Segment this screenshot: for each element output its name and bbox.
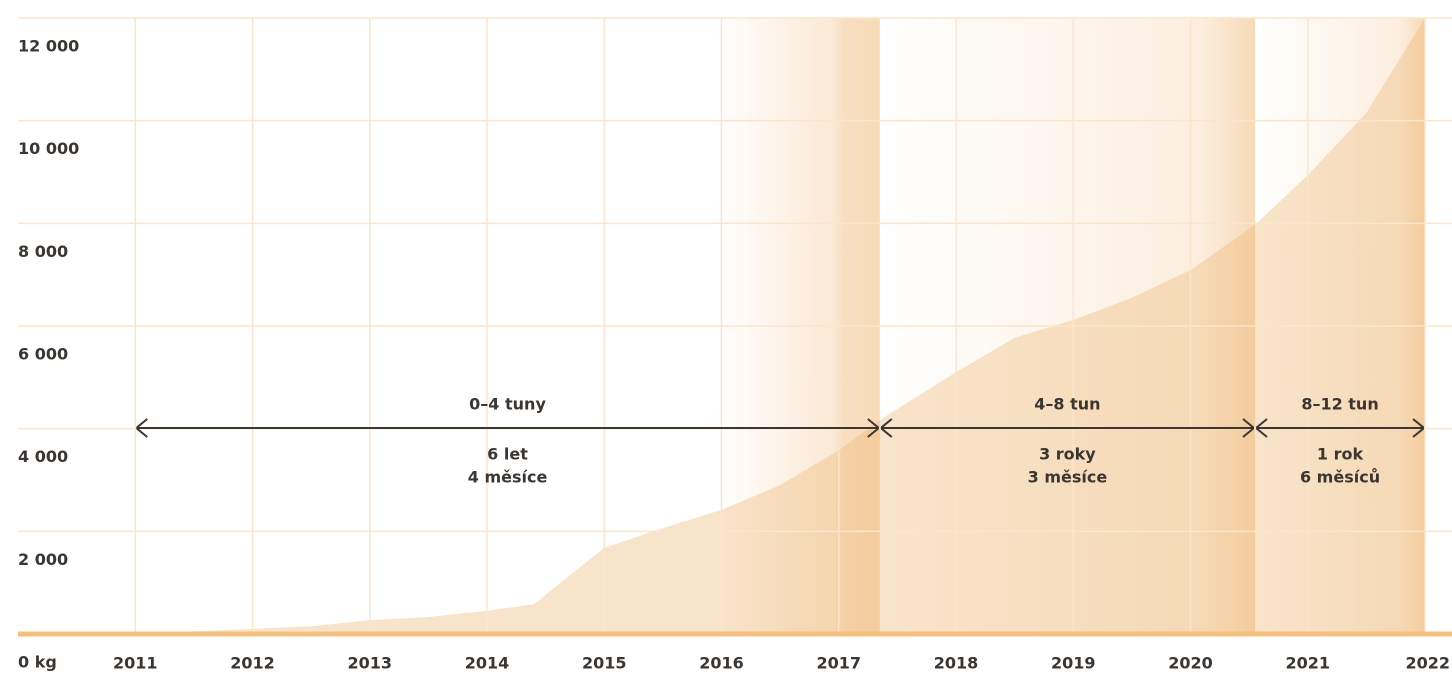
x-tick-label: 2012	[230, 654, 275, 673]
y-tick-label: 8 000	[18, 242, 68, 261]
period-duration: 6 let	[487, 445, 528, 464]
period-label: 4–8 tun	[1034, 395, 1100, 414]
x-tick-label: 2020	[1168, 654, 1213, 673]
y-tick-label: 10 000	[18, 139, 79, 158]
period-label: 8–12 tun	[1301, 395, 1378, 414]
x-tick-label: 2013	[347, 654, 392, 673]
period-duration: 6 měsíců	[1300, 468, 1380, 487]
x-tick-label: 2015	[582, 654, 627, 673]
y-tick-label: 6 000	[18, 345, 68, 364]
x-tick-label: 2022	[1405, 654, 1450, 673]
period-label: 0–4 tuny	[469, 395, 546, 414]
x-tick-label: 2017	[817, 654, 862, 673]
period-duration: 1 rok	[1317, 445, 1364, 464]
period-duration: 3 roky	[1039, 445, 1096, 464]
x-tick-label: 2021	[1286, 654, 1331, 673]
x-tick-label: 2016	[699, 654, 744, 673]
y-tick-label: 12 000	[18, 37, 79, 56]
x-tick-label: 2019	[1051, 654, 1096, 673]
y-tick-label: 4 000	[18, 447, 68, 466]
x-tick-label: 2018	[934, 654, 979, 673]
period-duration: 3 měsíce	[1028, 468, 1108, 487]
x-tick-label: 2014	[465, 654, 510, 673]
y-tick-label: 2 000	[18, 550, 68, 569]
period-duration: 4 měsíce	[468, 468, 548, 487]
x-tick-label: 2011	[113, 654, 158, 673]
y-tick-label: 0 kg	[18, 653, 57, 672]
